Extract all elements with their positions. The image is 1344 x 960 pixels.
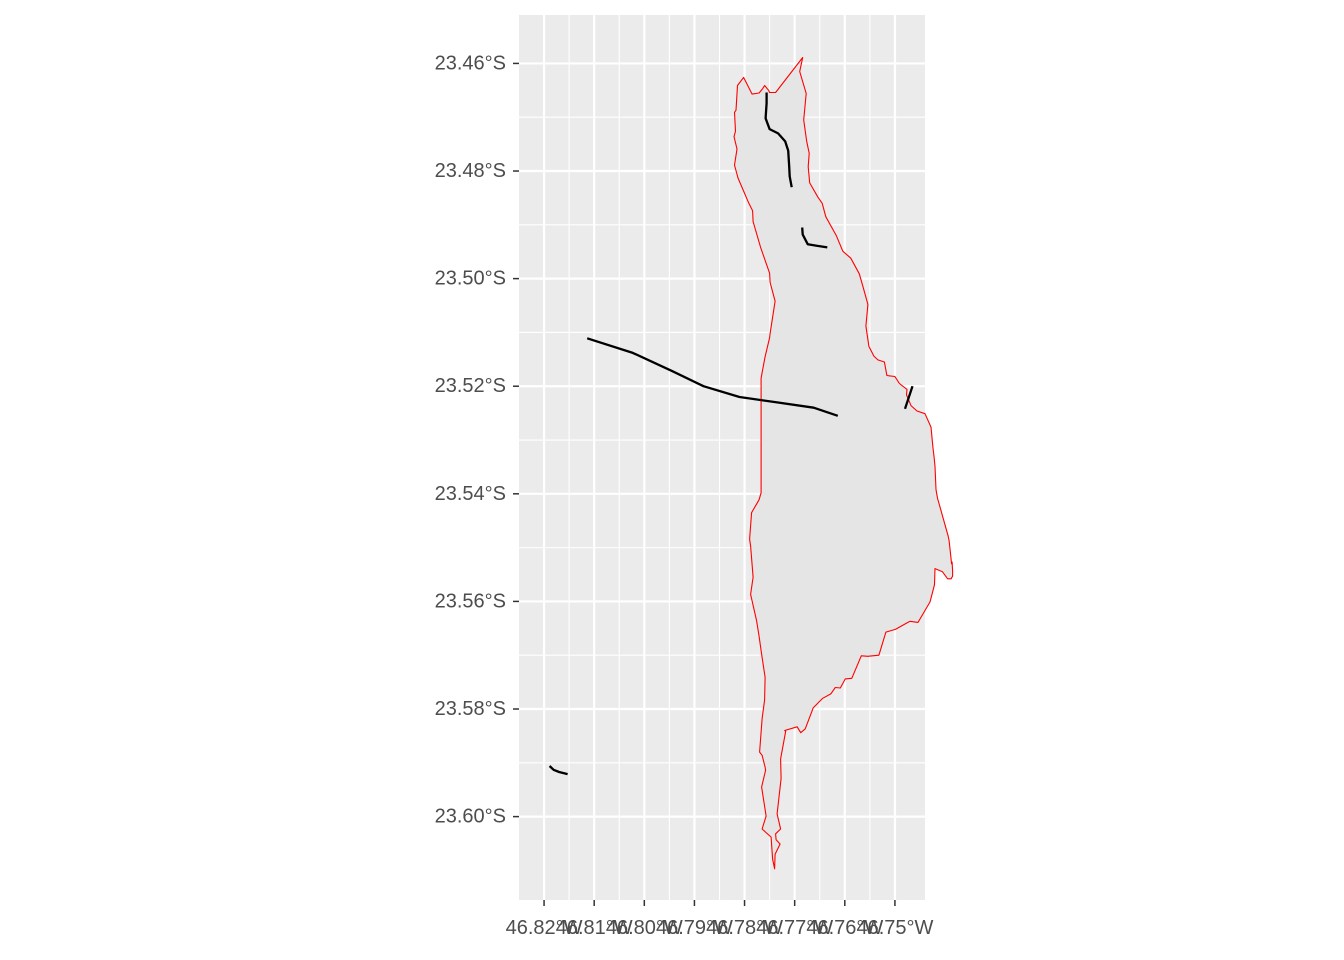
x-tick-label: 46.80°W [606,917,683,939]
x-tick-label: 46.75°W [856,917,933,939]
boundary-line [903,385,914,410]
y-tick-label: 23.50°S [435,268,506,290]
region-polygons [733,56,954,870]
municipality-polygon [733,56,954,870]
axes: 23.46°S 23.48°S 23.50°S 23.52°S 23.54°S 23.56… [435,52,934,939]
boundary-lines [548,92,914,776]
x-tick-label: 46.78°W [706,917,783,939]
y-tick-label: 23.60°S [435,806,506,828]
x-tick-label: 46.79°W [656,917,733,939]
x-tick-label: 46.82°W [506,917,583,939]
y-tick-label: 23.52°S [435,375,506,397]
boundary-line [801,227,828,249]
x-tick-label: 46.77°W [756,917,833,939]
boundary-line [764,92,793,188]
y-tick-label: 23.48°S [435,160,506,182]
y-tick-label: 23.54°S [435,483,506,505]
y-tick-label: 23.58°S [435,698,506,720]
x-tick-label: 46.81°W [556,917,633,939]
y-tick-label: 23.56°S [435,590,506,612]
boundary-line [586,337,839,417]
y-tick-label: 23.46°S [435,52,506,74]
x-tick-label: 46.76°W [806,917,883,939]
boundary-line [548,765,568,776]
